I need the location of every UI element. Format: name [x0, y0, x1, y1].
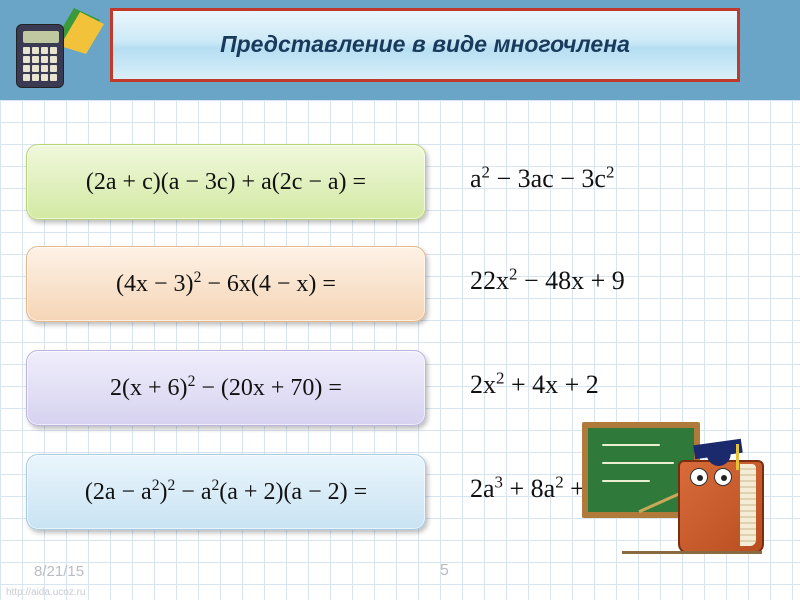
- header-band: Представление в виде многочлена: [0, 0, 800, 100]
- book-teacher-illustration: [582, 414, 764, 554]
- title-box: Представление в виде многочлена: [110, 8, 740, 82]
- expression-text: (2a − a2)2 − a2(a + 2)(a − 2) =: [85, 479, 367, 506]
- grid-background: (2a + c)(a − 3c) + a(2c − a) = a2 − 3ac …: [0, 100, 800, 600]
- answer-text: a2 − 3ac − 3c2: [470, 164, 614, 194]
- expression-card: (2a + c)(a − 3c) + a(2c − a) =: [26, 144, 426, 220]
- footer-page-number: 5: [440, 562, 449, 580]
- expression-card: (2a − a2)2 − a2(a + 2)(a − 2) =: [26, 454, 426, 530]
- problem-row-1: (2a + c)(a − 3c) + a(2c − a) = a2 − 3ac …: [0, 138, 800, 228]
- problem-row-2: (4x − 3)2 − 6x(4 − x) = 22x2 − 48x + 9: [0, 240, 800, 330]
- expression-card: (4x − 3)2 − 6x(4 − x) =: [26, 246, 426, 322]
- footer-date: 8/21/15: [34, 563, 84, 580]
- answer-text: 22x2 − 48x + 9: [470, 266, 625, 296]
- expression-card: 2(x + 6)2 − (20x + 70) =: [26, 350, 426, 426]
- calculator-icon: [12, 6, 100, 94]
- answer-text: 2x2 + 4x + 2: [470, 370, 599, 400]
- expression-text: (4x − 3)2 − 6x(4 − x) =: [116, 271, 336, 298]
- expression-text: (2a + c)(a − 3c) + a(2c − a) =: [86, 169, 366, 196]
- expression-text: 2(x + 6)2 − (20x + 70) =: [110, 375, 342, 402]
- footer-url: http://aida.ucoz.ru: [6, 587, 86, 598]
- page-title: Представление в виде многочлена: [220, 31, 630, 59]
